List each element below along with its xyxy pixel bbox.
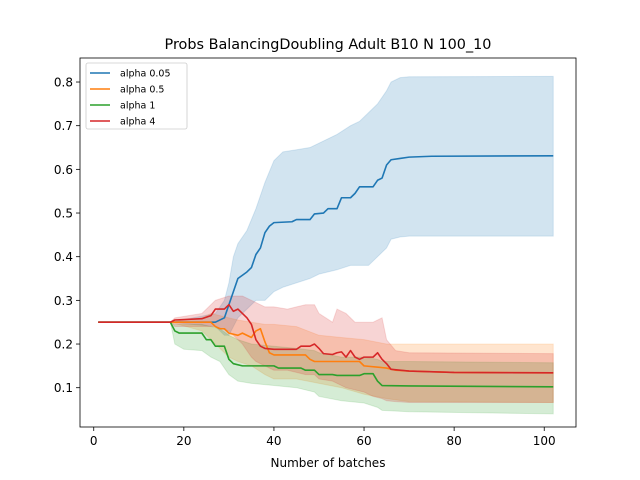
axes-frame: [79, 57, 577, 428]
plot-area: [98, 75, 554, 415]
chart-title: Probs BalancingDoubling Adult B10 N 100_…: [165, 37, 492, 53]
x-tick-label: 60: [356, 434, 371, 448]
y-tick-label: 0.1: [54, 381, 73, 395]
x-tick-label: 0: [90, 434, 98, 448]
legend: alpha 0.05 alpha 0.5 alpha 1 alpha 4: [85, 62, 188, 130]
y-tick-label: 0.7: [54, 119, 73, 133]
legend-box: [85, 62, 188, 130]
y-tick-label: 0.8: [54, 76, 73, 90]
x-tick-label: 20: [176, 434, 191, 448]
axis-ticks: 0 20 40 60 80 100 0.1 0.2 0.3 0.4 0.5 0.6 0.7 0.8: [54, 76, 556, 448]
line-series-0: [98, 155, 554, 323]
y-tick-label: 0.2: [54, 338, 73, 352]
band-series-1: [98, 312, 554, 404]
band-series-2: [98, 321, 554, 415]
line-series-2: [98, 321, 554, 388]
legend-label-1: alpha 0.5: [120, 85, 164, 96]
x-tick-label: 100: [533, 434, 556, 448]
y-tick-label: 0.3: [54, 294, 73, 308]
y-tick-label: 0.4: [54, 250, 73, 264]
legend-label-0: alpha 0.05: [120, 69, 171, 80]
y-tick-label: 0.6: [54, 163, 73, 177]
line-series-1: [98, 321, 554, 374]
y-tick-label: 0.5: [54, 207, 73, 221]
legend-label-3: alpha 4: [120, 117, 155, 128]
x-tick-label: 80: [446, 434, 461, 448]
x-axis-label: Number of batches: [271, 456, 386, 470]
x-tick-label: 40: [266, 434, 281, 448]
line-series-3: [98, 303, 554, 374]
legend-label-2: alpha 1: [120, 101, 155, 112]
